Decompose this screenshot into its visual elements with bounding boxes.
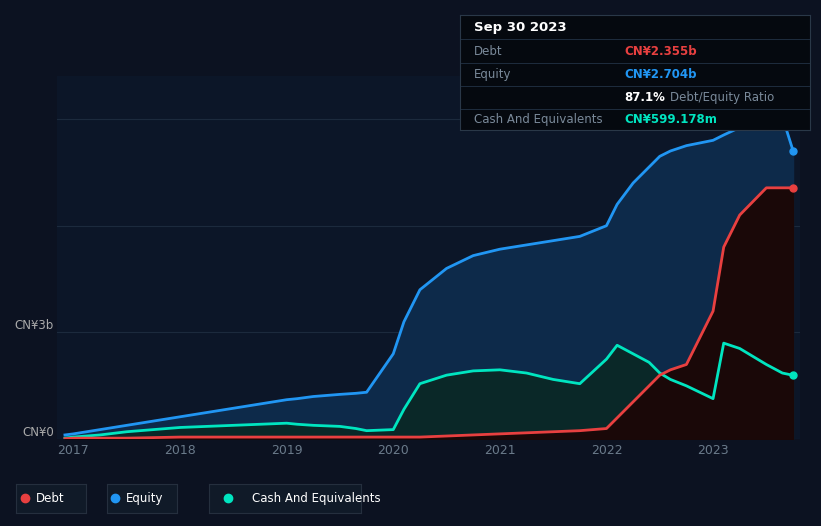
Text: CN¥599.178m: CN¥599.178m — [625, 113, 718, 126]
Text: Cash And Equivalents: Cash And Equivalents — [252, 492, 380, 505]
Text: Cash And Equivalents: Cash And Equivalents — [474, 113, 603, 126]
Text: CN¥2.704b: CN¥2.704b — [625, 68, 697, 82]
Text: 87.1%: 87.1% — [625, 92, 665, 104]
Text: CN¥0: CN¥0 — [22, 426, 53, 439]
Text: CN¥3b: CN¥3b — [15, 319, 53, 332]
Text: Equity: Equity — [474, 68, 511, 82]
Text: Debt/Equity Ratio: Debt/Equity Ratio — [670, 92, 774, 104]
Text: Debt: Debt — [474, 45, 502, 58]
Text: Sep 30 2023: Sep 30 2023 — [474, 21, 566, 34]
Text: CN¥2.355b: CN¥2.355b — [625, 45, 697, 58]
Text: Equity: Equity — [126, 492, 163, 505]
Text: Debt: Debt — [36, 492, 65, 505]
